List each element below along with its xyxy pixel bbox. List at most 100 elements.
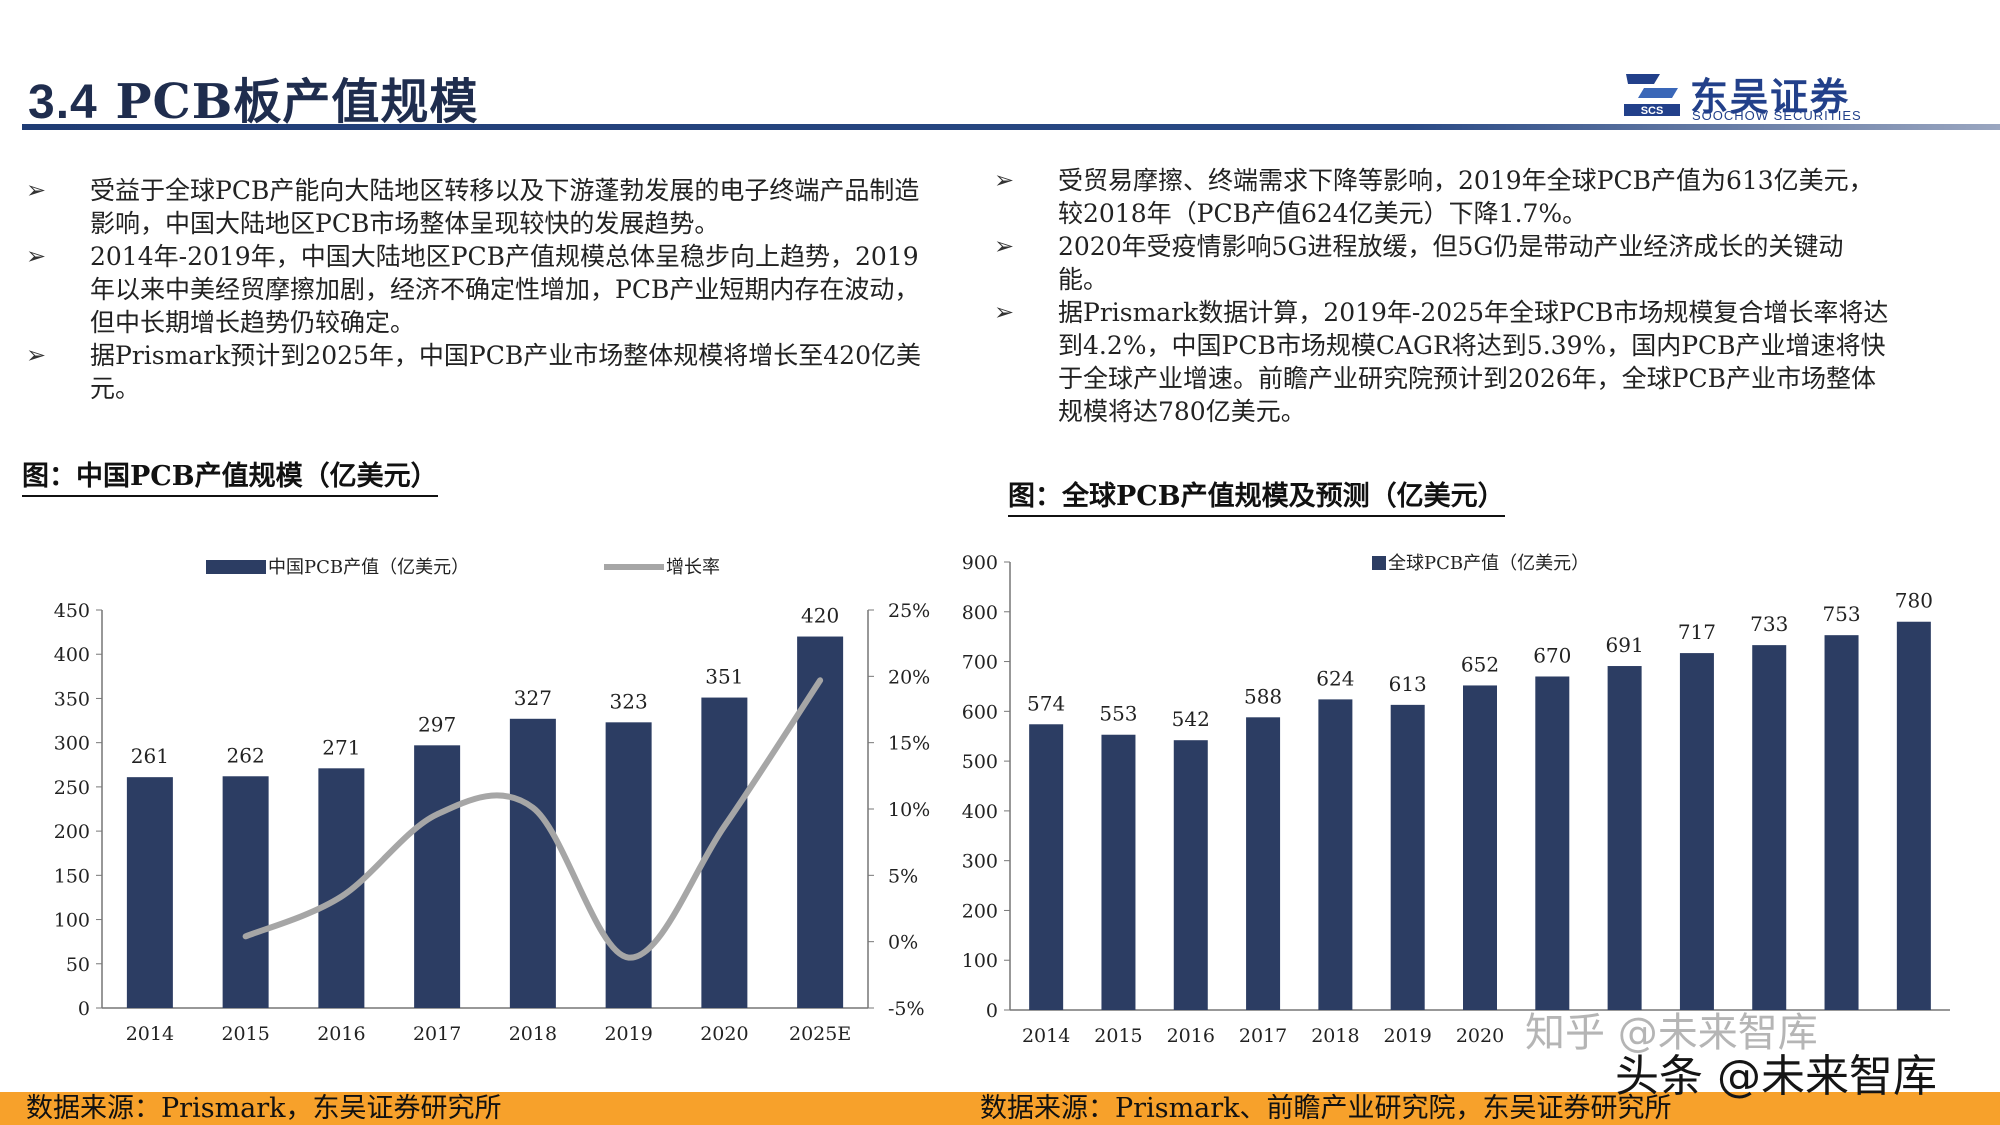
bar-value-label: 262	[227, 743, 265, 767]
x-tick-label: 2018	[1311, 1025, 1359, 1047]
y2-tick-label: -5%	[888, 998, 925, 1020]
y2-tick-label: 25%	[888, 600, 930, 622]
bullet-text: 据Prismark数据计算，2019年-2025年全球PCB市场规模复合增长率将…	[1058, 298, 1889, 426]
y-tick-label: 250	[54, 777, 90, 799]
bar-value-label: 542	[1172, 707, 1210, 731]
bar-global	[1173, 740, 1208, 1010]
title-rule	[22, 124, 2000, 130]
legend-label-global: 全球PCB产值（亿美元）	[1388, 553, 1589, 574]
bullet-item: ➢ 2014年-2019年，中国大陆地区PCB产值规模总体呈稳步向上趋势，2019…	[22, 240, 942, 339]
title-bar: 3.4 PCB板产值规模 SCS 东吴证券 SOOCHOW SECURITIES	[0, 0, 2000, 140]
y-tick-label: 400	[54, 644, 90, 666]
bullet-arrow-icon: ➢	[994, 166, 1015, 194]
bullet-text: 受贸易摩擦、终端需求下降等影响，2019年全球PCB产值为613亿美元，较201…	[1058, 166, 1874, 228]
y2-tick-label: 20%	[888, 666, 930, 688]
y-tick-label: 50	[66, 954, 90, 976]
legend-swatch-global	[1372, 556, 1386, 570]
x-tick-label: 2015	[1094, 1025, 1142, 1047]
bullet-item: ➢ 据Prismark数据计算，2019年-2025年全球PCB市场规模复合增长率…	[990, 296, 1890, 428]
x-tick-label: 2015	[221, 1023, 269, 1045]
legend-label-growth: 增长率	[666, 557, 720, 578]
x-tick-label: 2017	[1239, 1025, 1287, 1047]
bar-value-label: 753	[1822, 602, 1860, 626]
y-tick-label: 150	[54, 865, 90, 887]
source-note-left: 数据来源：Prismark，东吴证券研究所	[26, 1093, 502, 1124]
x-tick-label: 2017	[413, 1023, 461, 1045]
bar-china	[126, 777, 173, 1008]
china-pcb-chart: 中国PCB产值（亿美元） 增长率 0 50 100 150 200 250 300 350 400 4…	[54, 557, 931, 1045]
bar-global	[1679, 653, 1714, 1010]
bar-global	[1535, 676, 1570, 1010]
bullet-text: 据Prismark预计到2025年，中国PCB产业市场整体规模将增长至420亿美…	[90, 341, 921, 403]
global-pcb-chart: 全球PCB产值（亿美元） 0 100 200 300 400 500 600 700 800 900…	[962, 552, 1950, 1047]
y2-tick-label: 15%	[888, 733, 930, 755]
x-tick-label: 2025E	[789, 1023, 851, 1045]
x-tick-label: 2016	[1167, 1025, 1215, 1047]
x-tick-label: 2016	[317, 1023, 365, 1045]
bullet-item: ➢ 受贸易摩擦、终端需求下降等影响，2019年全球PCB产值为613亿美元，较20…	[990, 164, 1890, 230]
y-tick-label: 800	[962, 602, 998, 624]
page-title: 3.4 PCB板产值规模	[28, 62, 478, 132]
logo-text-en: SOOCHOW SECURITIES	[1692, 108, 1862, 123]
bar-global	[1390, 704, 1425, 1010]
bullet-item: ➢ 受益于全球PCB产能向大陆地区转移以及下游蓬勃发展的电子终端产品制造影响，中国…	[22, 174, 942, 240]
logo-text-cn: 东吴证券	[1690, 75, 1851, 119]
bar-value-label: 420	[801, 604, 839, 628]
bar-value-label: 574	[1027, 691, 1065, 715]
bullet-list-right: ➢ 受贸易摩擦、终端需求下降等影响，2019年全球PCB产值为613亿美元，较20…	[990, 164, 1890, 428]
bullet-text: 受益于全球PCB产能向大陆地区转移以及下游蓬勃发展的电子终端产品制造影响，中国大…	[90, 176, 920, 238]
y2-tick-label: 0%	[888, 932, 918, 954]
bar-china	[222, 776, 269, 1008]
bullet-arrow-icon: ➢	[26, 242, 47, 270]
bullet-text: 2020年受疫情影响5G进程放缓，但5G仍是带动产业经济成长的关键动能。	[1058, 232, 1844, 294]
y-tick-label: 500	[962, 751, 998, 773]
bullet-arrow-icon: ➢	[26, 341, 47, 369]
bar-global	[1824, 635, 1859, 1010]
bar-global	[1752, 645, 1787, 1010]
bar-value-label: 553	[1099, 702, 1137, 726]
bar-global	[1463, 685, 1497, 1010]
bar-global	[1607, 666, 1642, 1010]
y-tick-label: 300	[962, 851, 998, 873]
bar-global	[1029, 724, 1064, 1010]
legend-swatch-china	[206, 560, 266, 574]
legend-label-china: 中国PCB产值（亿美元）	[268, 557, 469, 578]
bar-value-label: 780	[1895, 589, 1933, 613]
bar-value-label: 733	[1750, 612, 1788, 636]
y-tick-label: 200	[54, 821, 90, 843]
y2-tick-label: 5%	[888, 865, 918, 887]
x-tick-label: 2019	[1384, 1025, 1432, 1047]
section-title: PCB板产值规模	[115, 74, 479, 130]
footer-bar	[0, 1092, 2000, 1125]
bar-value-label: 323	[610, 689, 648, 713]
y-tick-label: 900	[962, 552, 998, 574]
section-number: 3.4	[28, 76, 98, 129]
bullet-arrow-icon: ➢	[26, 176, 47, 204]
bar-global	[1896, 621, 1931, 1010]
bar-value-label: 261	[131, 744, 169, 768]
bullet-item: ➢ 2020年受疫情影响5G进程放缓，但5G仍是带动产业经济成长的关键动能。	[990, 230, 1890, 296]
y-tick-label: 0	[78, 998, 90, 1020]
x-tick-label: 2020	[1456, 1025, 1504, 1047]
y-tick-label: 300	[54, 733, 90, 755]
bar-value-label: 271	[322, 735, 360, 759]
bullet-arrow-icon: ➢	[994, 298, 1015, 326]
y-tick-label: 600	[962, 701, 998, 723]
company-logo: SCS 东吴证券 SOOCHOW SECURITIES	[1620, 64, 1920, 124]
bullet-text: 2014年-2019年，中国大陆地区PCB产值规模总体呈稳步向上趋势，2019年…	[90, 242, 920, 337]
bar-value-label: 652	[1461, 652, 1499, 676]
bullet-item: ➢ 据Prismark预计到2025年，中国PCB产业市场整体规模将增长至420亿…	[22, 339, 942, 405]
x-tick-label: 2018	[509, 1023, 557, 1045]
y-tick-label: 400	[962, 801, 998, 823]
soochow-logo-icon: SCS	[1624, 74, 1680, 117]
bar-china	[797, 636, 844, 1008]
y-tick-label: 350	[54, 688, 90, 710]
bullet-list-left: ➢ 受益于全球PCB产能向大陆地区转移以及下游蓬勃发展的电子终端产品制造影响，中国…	[22, 174, 942, 405]
zhihu-watermark: 知乎 @未来智库	[1525, 1010, 1818, 1056]
toutiao-watermark: 头条 @未来智库	[1615, 1051, 1937, 1102]
bar-global	[1318, 699, 1353, 1010]
x-tick-label: 2019	[604, 1023, 652, 1045]
y2-tick-label: 10%	[888, 799, 930, 821]
bar-value-label: 717	[1678, 620, 1716, 644]
bar-value-label: 351	[705, 665, 743, 689]
